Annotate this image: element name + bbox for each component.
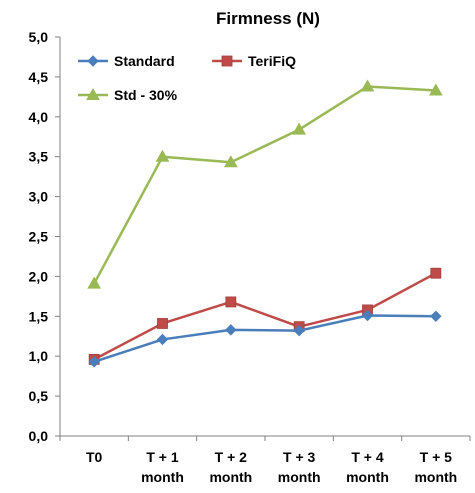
y-tick-label: 2,0: [29, 268, 49, 284]
y-tick-label: 4,0: [29, 109, 49, 125]
legend-marker: [86, 87, 100, 100]
x-tick-label-line: T + 2: [215, 449, 248, 465]
x-tick-label: T + 4 month: [346, 449, 389, 485]
legend-marker: [221, 55, 233, 67]
series-std-30: [87, 79, 443, 289]
y-tick-label: 3,5: [29, 149, 49, 165]
data-point: [430, 310, 442, 323]
series-line: [93, 85, 436, 285]
y-tick-label: 2,5: [29, 229, 49, 245]
series-line: [93, 314, 436, 363]
data-point: [87, 276, 102, 289]
x-tick-label-line: month: [141, 469, 184, 485]
legend-label: Std - 30%: [114, 87, 178, 103]
data-point: [428, 83, 443, 96]
y-tick-label: 4,5: [29, 69, 49, 85]
x-tick-label-line: T0: [86, 449, 103, 465]
y-tick-label: 1,0: [29, 348, 49, 364]
series-layer: [87, 79, 443, 368]
y-tick-label: 3,0: [29, 189, 49, 205]
x-tick-label: T + 2 month: [209, 449, 252, 485]
x-tick-label-line: month: [414, 469, 457, 485]
legend-item: TeriFiQ: [212, 53, 296, 69]
legend-label: Standard: [114, 53, 175, 69]
x-tick-label-line: month: [278, 469, 321, 485]
y-tick-label: 0,0: [29, 428, 49, 444]
data-point: [155, 149, 170, 162]
series-standard: [88, 309, 442, 368]
x-tick-label: T + 1 month: [141, 449, 184, 485]
x-tick-label-line: month: [209, 469, 252, 485]
x-tick-label-line: T + 3: [283, 449, 316, 465]
x-tick-label-line: T + 5: [420, 449, 453, 465]
data-point: [156, 333, 169, 346]
data-point: [225, 296, 237, 308]
legend-label: TeriFiQ: [248, 53, 296, 69]
legend-marker: [87, 55, 99, 67]
y-tick-label: 5,0: [29, 29, 49, 45]
series-line: [93, 272, 437, 361]
y-tick-label: 1,5: [29, 308, 49, 324]
data-point: [225, 324, 237, 336]
chart-title: Firmness (N): [216, 9, 320, 28]
x-tick-label-line: T + 4: [351, 449, 384, 465]
data-point: [360, 79, 375, 92]
legend-item: Std - 30%: [78, 87, 178, 103]
x-tick-label-line: T + 1: [146, 449, 179, 465]
axes: 0,0 0,5 1,0 1,5 2,0 2,5 3,0 3,5 4,0 4,5 5,0 T0 T + 1…: [29, 29, 471, 485]
x-tick-label-line: month: [346, 469, 389, 485]
data-point: [157, 318, 168, 329]
x-tick-label: T + 3 month: [278, 449, 321, 485]
legend: Standard TeriFiQ Std - 30%: [78, 53, 296, 103]
legend-item: Standard: [78, 53, 175, 69]
data-point: [430, 267, 442, 279]
data-point: [88, 356, 100, 368]
data-point: [293, 324, 305, 337]
data-point: [223, 155, 238, 168]
data-point: [361, 309, 374, 322]
y-tick-label: 0,5: [29, 388, 49, 404]
x-tick-label: T + 5 month: [414, 449, 457, 485]
x-tick-label: T0: [86, 449, 103, 465]
data-point: [292, 122, 307, 135]
